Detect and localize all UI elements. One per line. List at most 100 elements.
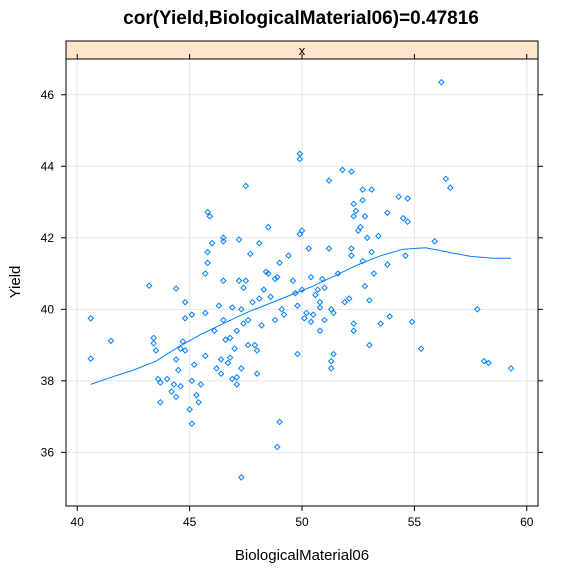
data-point [238,365,245,372]
y-tick-label: 46 [41,88,55,102]
data-point [224,359,232,367]
data-point [233,327,241,335]
data-point [87,314,95,322]
data-point [273,273,281,281]
data-point [253,370,261,377]
smooth-line-layer [90,247,511,385]
data-point [255,295,263,302]
data-point [348,168,355,175]
smooth-line [90,247,511,385]
data-point [368,186,375,193]
y-tick-label: 42 [41,231,55,245]
data-point [350,200,358,208]
data-point [312,291,319,299]
data-point [157,379,164,386]
chart-title: cor(Yield,BiologicalMaterial06)=0.47816 [123,8,479,29]
data-point [107,337,115,345]
data-point [177,345,184,352]
data-point [235,277,243,285]
data-point [303,309,310,317]
data-point [408,318,416,326]
data-point [361,213,369,220]
data-point [181,347,189,354]
data-point [168,388,175,395]
data-point [175,366,182,374]
y-tick-label: 44 [41,159,55,173]
data-point [294,302,301,310]
data-point [285,252,292,259]
data-point [280,311,288,318]
data-point [442,175,450,183]
grid-lines [66,59,538,506]
data-point [157,398,164,406]
x-axis-label: BiologicalMaterial06 [235,547,369,564]
data-point [447,184,454,192]
data-point [404,218,411,226]
data-point [244,316,252,324]
data-point [217,356,225,363]
data-point [330,350,337,358]
data-point [220,234,227,242]
data-point [339,166,346,174]
data-point [307,318,315,326]
data-point [404,195,411,202]
data-point [231,345,238,352]
data-point [202,352,209,360]
data-point [177,382,184,390]
data-point [368,248,375,256]
data-point [193,391,200,399]
data-point [417,345,425,352]
x-tick-label: 55 [408,515,422,529]
x-tick-label: 45 [183,515,197,529]
data-point [179,338,187,345]
data-point [217,370,225,377]
data-point [260,286,268,293]
data-point [276,259,283,267]
data-point [431,238,438,245]
data-point [172,285,180,292]
data-point [246,250,254,258]
data-point [305,245,313,252]
x-tick-label: 40 [71,515,85,529]
data-point [330,309,337,317]
data-point [233,381,241,388]
data-point [220,316,227,324]
data-point [240,284,247,292]
x-axis: 40 45 50 55 60 [71,54,534,529]
data-point [235,236,243,243]
data-point [202,270,209,277]
data-point [316,304,324,311]
data-point [208,239,216,247]
data-point [325,177,333,184]
y-tick-label: 40 [41,302,55,316]
data-point [325,245,333,252]
data-point [152,347,160,354]
y-axis: 36 38 40 42 44 46 [41,88,543,459]
data-point [220,238,227,245]
data-point [307,273,315,281]
data-point [399,214,407,222]
data-point [316,298,324,306]
data-point [220,277,227,285]
data-point [172,356,180,363]
x-tick-label: 50 [295,515,309,529]
data-point [377,320,384,327]
data-point [438,78,445,86]
data-point [350,320,358,327]
y-tick-label: 36 [41,445,55,459]
data-point [321,316,328,324]
data-point [298,286,306,293]
data-point [215,302,223,310]
data-point [289,277,297,285]
x-tick-label: 60 [520,515,534,529]
data-point [172,393,180,401]
data-point [402,252,409,259]
data-point [485,359,492,367]
data-point [366,297,373,304]
data-points [87,78,515,481]
data-point [271,316,279,324]
data-point [204,208,211,216]
data-point [294,350,301,358]
data-point [348,245,355,252]
data-point [251,341,259,349]
